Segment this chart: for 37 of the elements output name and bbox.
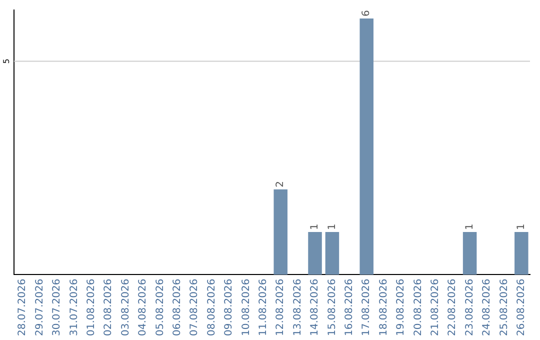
data-label: 1 <box>310 224 321 230</box>
x-tick-label: 31.07.2026 <box>68 278 80 336</box>
data-label: 6 <box>361 10 372 17</box>
x-tick-label: 04.08.2026 <box>138 278 149 336</box>
data-label: 1 <box>326 224 338 230</box>
x-tick-label: 26.08.2026 <box>516 278 527 336</box>
x-tick-label: 03.08.2026 <box>120 278 132 336</box>
x-tick-label: 18.08.2026 <box>378 278 390 336</box>
x-tick-label: 16.08.2026 <box>344 278 355 336</box>
data-label: 1 <box>464 224 476 230</box>
x-tick-label: 09.08.2026 <box>224 278 235 336</box>
x-tick-label: 07.08.2026 <box>189 278 200 336</box>
x-tick-label: 01.08.2026 <box>86 278 97 336</box>
x-tick-label: 22.08.2026 <box>447 278 458 336</box>
data-label: 1 <box>516 224 527 230</box>
x-tick-label: 02.08.2026 <box>103 278 114 336</box>
x-tick-label: 25.08.2026 <box>498 278 510 336</box>
x-tick-label: 28.07.2026 <box>17 278 28 336</box>
x-tick-label: 30.07.2026 <box>52 278 63 336</box>
x-tick-label: 21.08.2026 <box>430 278 441 336</box>
data-label: 2 <box>275 180 286 188</box>
x-tick-label: 05.08.2026 <box>154 278 166 336</box>
x-tick-label: 14.08.2026 <box>310 278 321 336</box>
x-tick-label: 15.08.2026 <box>326 278 338 336</box>
x-tick-label: 10.08.2026 <box>240 278 252 336</box>
x-tick-label: 13.08.2026 <box>292 278 304 336</box>
x-tick-label: 24.08.2026 <box>482 278 493 336</box>
x-tick-label: 06.08.2026 <box>172 278 183 336</box>
ref-line-label: 5 <box>2 58 12 64</box>
x-tick-label: 11.08.2026 <box>258 278 269 336</box>
x-tick-label: 29.07.2026 <box>34 278 46 336</box>
x-tick-label: 17.08.2026 <box>361 278 372 336</box>
x-tick-label: 20.08.2026 <box>412 278 424 336</box>
x-tick-label: 19.08.2026 <box>396 278 407 336</box>
x-tick-label: 08.08.2026 <box>206 278 218 336</box>
x-tick-label: 23.08.2026 <box>464 278 476 336</box>
x-tick-label: 12.08.2026 <box>275 278 286 336</box>
